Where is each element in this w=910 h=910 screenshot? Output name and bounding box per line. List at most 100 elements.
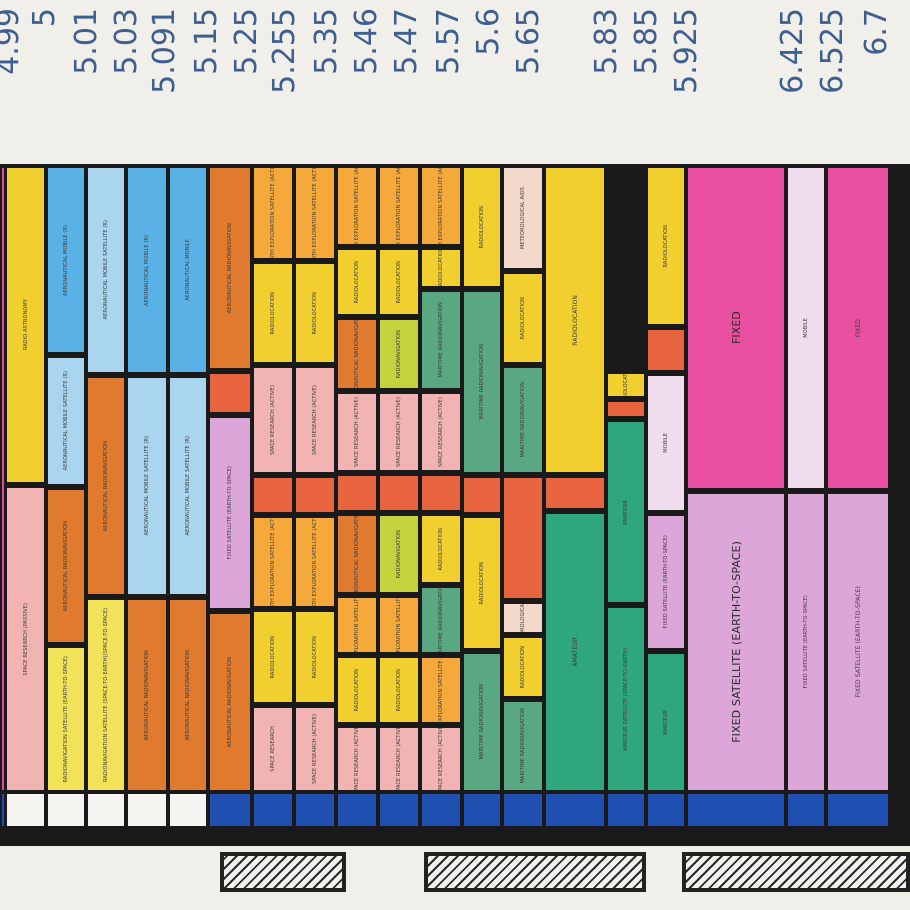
allocation-cell: RADIOLOCATION	[254, 264, 292, 362]
allocation-label: METEOROLOGICAL AIDS	[520, 604, 526, 632]
allocation-cell: Radiolocation	[338, 658, 376, 722]
allocation-label: RADIOLOCATION	[623, 374, 629, 396]
frequency-label: 5.47	[389, 8, 424, 75]
allocation-label: AERONAUTICAL RADIONAVIGATION	[185, 649, 191, 741]
band-baseline	[648, 794, 684, 826]
allocation-cell: SPACE RESEARCH (ACTIVE)	[338, 394, 376, 470]
allocation-cell: METEOROLOGICAL AIDS	[504, 604, 542, 632]
allocation-cell: RADIOLOCATION	[608, 374, 644, 396]
allocation-label: Amateur	[663, 709, 669, 735]
allocation-label: RADIONAVIGATION SATELLITE (SPACE-TO-EART…	[103, 608, 109, 782]
frequency-label: 5.83	[589, 8, 624, 75]
allocation-cell	[2, 168, 4, 790]
allocation-label: RADIOLOCATION	[520, 296, 526, 340]
allocation-label: FIXED SATELLITE (EARTH-TO-SPACE)	[663, 535, 669, 629]
allocation-label: SPACE RESEARCH (ACTIVE)	[354, 396, 360, 468]
allocation-label: AERONAUTICAL MOBILE SATELLITE (R)	[103, 220, 109, 320]
allocation-cell: FIXED SATELLITE (EARTH-TO-SPACE)	[788, 494, 824, 790]
allocation-label: EARTH EXPLORATION SATELLITE (ACTIVE)	[270, 168, 276, 258]
band-baseline	[7, 794, 44, 826]
band-baseline	[688, 794, 784, 826]
allocation-cell	[464, 478, 500, 512]
allocation-cell: Amateur	[546, 514, 604, 790]
allocation-label: AMATEUR	[623, 499, 629, 525]
band-baseline	[422, 794, 460, 826]
allocation-cell: Radiolocation	[296, 612, 334, 702]
allocation-label: Space Research (active)	[396, 728, 402, 790]
allocation-cell: Space Research (passive)	[7, 488, 44, 790]
allocation-cell: RADIOLOCATION	[504, 274, 542, 362]
allocation-label: AERONAUTICAL MOBILE	[185, 239, 191, 301]
allocation-label: AERONAUTICAL RADIONAVIGATION	[63, 520, 69, 612]
allocation-cell: AERONAUTICAL MOBILE SATELLITE (R)	[128, 378, 166, 594]
allocation-cell: RADIO ASTRONOMY	[7, 168, 44, 482]
allocation-label: MARITIME RADIONAVIGATION	[520, 382, 526, 458]
allocation-cell	[422, 476, 460, 510]
allocation-label: RADIO ASTRONOMY	[22, 299, 29, 351]
allocation-cell: RADIOLOCATION	[338, 250, 376, 314]
allocation-cell: Radiolocation	[380, 658, 418, 722]
allocation-cell: AERONAUTICAL RADIONAVIGATION	[48, 490, 84, 642]
allocation-cell: SPACE RESEARCH (ACTIVE)	[422, 394, 460, 470]
allocation-cell: MOBILE	[648, 376, 684, 510]
allocation-label: SPACE RESEARCH (ACTIVE)	[270, 384, 276, 456]
allocation-label: RADIOLOCATION	[396, 260, 402, 304]
allocation-cell: EARTH EXPLORATION SATELLITE (ACTIVE)	[296, 168, 334, 258]
allocation-label: EARTH EXPLORATION SATELLITE (ACTIVE)	[312, 168, 318, 258]
frequency-label: 5.925	[669, 8, 704, 94]
band-baseline	[608, 794, 644, 826]
allocation-label: RADIOLOCATION	[571, 294, 579, 346]
allocation-cell: AERONAUTICAL MOBILE SATELLITE (R)	[88, 168, 124, 372]
allocation-label: Space Research	[270, 726, 276, 772]
allocation-cell: AERONAUTICAL RADIONAVIGATION	[88, 378, 124, 594]
allocation-cell: MARITIME RADIONAVIGATION	[464, 654, 500, 790]
allocation-label: AERONAUTICAL RADIONAVIGATION	[227, 656, 233, 748]
allocation-label: Radiolocation	[312, 635, 318, 679]
allocation-label: MARITIME RADIONAVIGATION	[479, 684, 485, 760]
frequency-label: 5.01	[69, 8, 104, 75]
allocation-cell: AERONAUTICAL MOBILE (R)	[128, 168, 166, 372]
allocation-cell: Space Research (active)	[338, 728, 376, 790]
allocation-label: RADIOLOCATION	[270, 291, 276, 335]
allocation-cell: SPACE RESEARCH (ACTIVE)	[296, 368, 334, 472]
hatched-band-marker	[220, 852, 346, 892]
allocation-label: FIXED	[729, 311, 743, 345]
band-baseline	[254, 794, 292, 826]
allocation-cell: EARTH EXPLORATION SATELLITE (ACTIVE)	[380, 168, 418, 244]
allocation-cell: SPACE RESEARCH (ACTIVE)	[254, 368, 292, 472]
allocation-cell	[254, 478, 292, 512]
allocation-label: AERONAUTICAL RADIONAVIGATION	[144, 649, 150, 741]
allocation-label: SPACE RESEARCH (ACTIVE)	[438, 396, 444, 468]
allocation-cell: MARITIME RADIONAVIGATION	[504, 702, 542, 790]
allocation-label: METEOROLOGICAL AIDS	[520, 186, 526, 250]
allocation-cell: RADIONAVIGATION	[380, 320, 418, 388]
allocation-label: Radiolocation	[396, 668, 402, 712]
allocation-cell: AERONAUTICAL RADIONAVIGATION	[338, 516, 376, 592]
allocation-cell: RADIOLOCATION	[648, 168, 684, 324]
allocation-label: Space Research (passive)	[22, 602, 29, 676]
band-baseline	[170, 794, 206, 826]
allocation-label: FIXED SATELLITE (EARTH-TO-SPACE)	[854, 586, 862, 698]
allocation-label: RADIOLOCATION	[479, 561, 485, 605]
frequency-label: 5.03	[109, 8, 144, 75]
band-baseline	[296, 794, 334, 826]
allocation-cell: AERONAUTICAL RADIONAVIGATION	[210, 168, 250, 368]
allocation-cell: AERONAUTICAL RADIONAVIGATION	[170, 600, 206, 790]
allocation-label: RADIOLOCATION	[520, 645, 526, 689]
band-baseline	[546, 794, 604, 826]
allocation-label: MARITIME RADIONAVIGATION	[438, 588, 444, 652]
allocation-cell: Space Research (active)	[422, 728, 460, 790]
allocation-label: MARITIME RADIONAVIGATION	[438, 302, 444, 378]
allocation-cell: AERONAUTICAL RADIONAVIGATION	[338, 320, 376, 388]
allocation-label: FIXED	[854, 318, 862, 338]
frequency-label: 5.46	[349, 8, 384, 75]
allocation-label: SPACE RESEARCH (ACTIVE)	[396, 396, 402, 468]
band-baseline	[464, 794, 500, 826]
allocation-label: MARITIME RADIONAVIGATION	[479, 344, 485, 420]
band-baseline	[2, 794, 4, 826]
allocation-cell: Space Research (active)	[380, 728, 418, 790]
allocation-label: MARITIME RADIONAVIGATION	[520, 708, 526, 784]
allocation-grid: Space Research (passive) RADIO ASTRONOMY R…	[0, 164, 910, 846]
allocation-cell: AMATEUR	[608, 422, 644, 602]
allocation-label: Space Research (active)	[312, 713, 318, 785]
